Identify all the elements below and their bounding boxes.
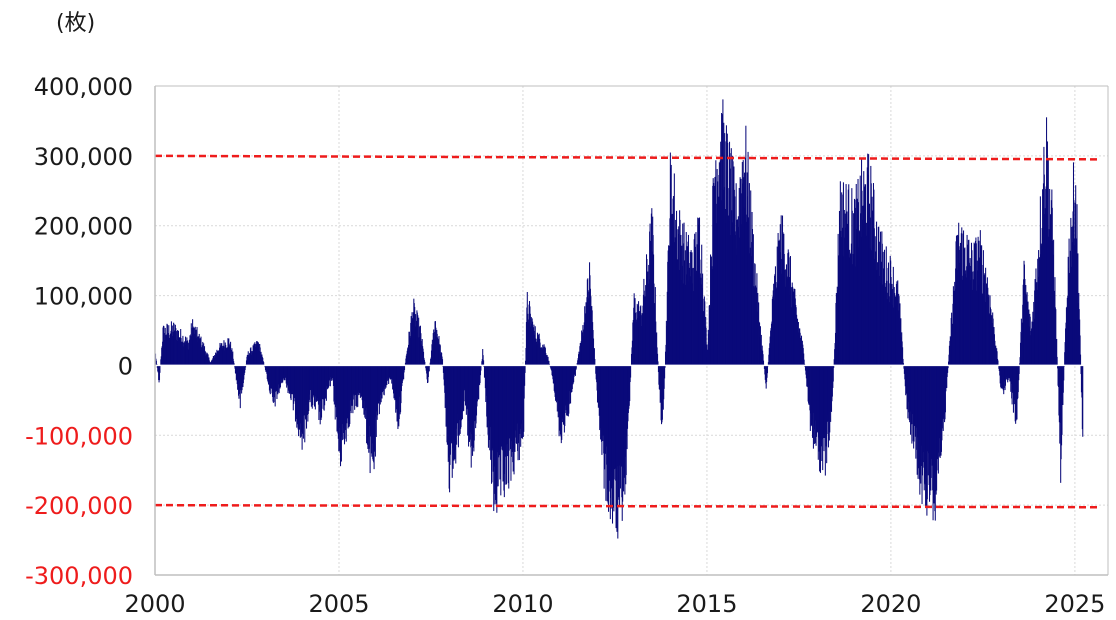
bar [1056,356,1058,366]
bar [763,360,765,366]
bar [593,348,595,366]
bar [705,327,707,366]
bar [664,365,666,368]
x-tick-label: 2005 [308,590,369,618]
bar [1056,338,1058,366]
x-tick-label: 2020 [860,590,921,618]
x-tick-label: 2015 [676,590,737,618]
bar [630,365,632,378]
bar [902,347,904,366]
y-tick-label: -300,000 [25,562,133,590]
bar [803,353,805,366]
bar [480,365,482,371]
bar [575,365,577,369]
bar [1055,309,1057,366]
bar [902,363,905,366]
bar [524,365,526,373]
y-tick-label: 0 [118,352,133,380]
bar [424,361,426,366]
bar [263,362,265,366]
x-tick-label: 2010 [492,590,553,618]
bar [1063,365,1065,381]
bar [428,365,430,371]
bar [706,344,708,366]
bar [629,365,631,402]
bar [804,363,806,366]
bar [766,365,769,374]
bar [233,363,235,366]
y-tick-label: 400,000 [34,73,133,101]
bar [664,365,666,379]
bar [803,359,805,366]
bar [245,365,247,368]
reference-line [154,503,1101,509]
bar [997,360,999,366]
bar [483,360,485,366]
bar [833,365,835,368]
bar [1018,365,1020,374]
bar [947,365,949,369]
bar [947,365,949,373]
bar [155,360,157,366]
y-tick-label: 100,000 [34,283,133,311]
bar [442,359,444,366]
y-tick-label: 300,000 [34,143,133,171]
bar [482,355,484,366]
bar [524,365,526,386]
reference-line [154,154,1101,161]
axes [154,85,1109,576]
bar [762,354,764,366]
x-tick-label: 2025 [1044,590,1105,618]
bar [232,351,234,366]
bar [657,361,659,366]
bar [574,365,576,376]
bar [159,365,161,373]
y-tick-label: -100,000 [25,422,133,450]
bar [244,365,246,371]
x-tick-labels: 2000 2005 2010 2015 2020 2025 [124,590,1105,618]
bar [996,351,998,366]
bar [1082,365,1084,437]
bar [1080,354,1082,366]
y-tick-labels: 400,000 300,000 200,000 100,000 0 -100,000 -20… [25,73,133,590]
bar [523,365,525,432]
bar [548,360,550,366]
reference-lines [154,154,1101,509]
bar [404,365,406,371]
bars [155,99,1084,539]
bar [832,365,834,382]
bar [594,359,596,366]
bar [902,358,904,366]
bar [657,353,659,366]
unit-label: (枚) [56,11,95,36]
x-tick-label: 2000 [124,590,185,618]
y-tick-label: -200,000 [25,492,133,520]
bar [1079,335,1081,366]
bar [548,363,550,366]
y-tick-label: 200,000 [34,213,133,241]
